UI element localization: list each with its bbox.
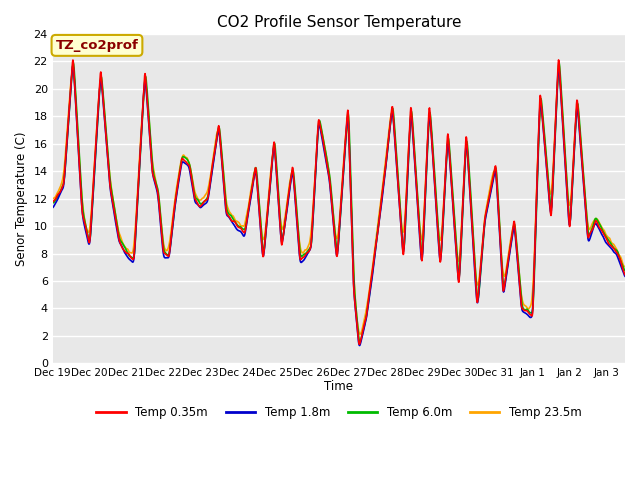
Temp 6.0m bbox=[292, 196, 300, 202]
Temp 1.8m bbox=[356, 343, 364, 348]
Temp 1.8m bbox=[304, 251, 312, 256]
Temp 6.0m bbox=[116, 238, 124, 244]
Temp 0.35m bbox=[93, 124, 100, 130]
Temp 1.8m bbox=[292, 206, 300, 212]
Temp 6.0m bbox=[356, 339, 364, 345]
Line: Temp 0.35m: Temp 0.35m bbox=[52, 60, 625, 344]
Temp 6.0m bbox=[304, 248, 312, 254]
Line: Temp 6.0m: Temp 6.0m bbox=[52, 63, 625, 342]
Temp 23.5m bbox=[356, 331, 364, 337]
Temp 23.5m bbox=[304, 244, 312, 250]
Temp 23.5m bbox=[314, 128, 322, 134]
Temp 1.8m bbox=[49, 205, 56, 211]
X-axis label: Time: Time bbox=[324, 380, 353, 393]
Temp 23.5m bbox=[49, 196, 56, 202]
Temp 0.35m bbox=[314, 130, 321, 135]
Temp 6.0m bbox=[621, 268, 629, 274]
Temp 1.8m bbox=[69, 63, 77, 69]
Temp 1.8m bbox=[621, 273, 629, 279]
Temp 0.35m bbox=[303, 250, 311, 255]
Text: TZ_co2prof: TZ_co2prof bbox=[56, 39, 138, 52]
Y-axis label: Senor Temperature (C): Senor Temperature (C) bbox=[15, 132, 28, 266]
Title: CO2 Profile Sensor Temperature: CO2 Profile Sensor Temperature bbox=[216, 15, 461, 30]
Temp 23.5m bbox=[375, 212, 383, 217]
Temp 0.35m bbox=[555, 57, 563, 63]
Temp 0.35m bbox=[621, 272, 629, 277]
Temp 6.0m bbox=[314, 128, 322, 134]
Temp 1.8m bbox=[93, 121, 101, 127]
Temp 6.0m bbox=[70, 60, 77, 66]
Temp 1.8m bbox=[375, 219, 383, 225]
Temp 6.0m bbox=[93, 122, 101, 128]
Temp 0.35m bbox=[355, 341, 363, 347]
Temp 0.35m bbox=[49, 199, 56, 205]
Temp 0.35m bbox=[375, 221, 383, 227]
Temp 23.5m bbox=[93, 116, 101, 121]
Temp 23.5m bbox=[116, 234, 124, 240]
Legend: Temp 0.35m, Temp 1.8m, Temp 6.0m, Temp 23.5m: Temp 0.35m, Temp 1.8m, Temp 6.0m, Temp 2… bbox=[92, 401, 586, 423]
Temp 23.5m bbox=[69, 69, 77, 75]
Temp 0.35m bbox=[292, 198, 300, 204]
Temp 1.8m bbox=[314, 128, 322, 133]
Temp 23.5m bbox=[292, 200, 300, 205]
Temp 0.35m bbox=[116, 240, 124, 246]
Temp 1.8m bbox=[116, 241, 124, 247]
Temp 6.0m bbox=[375, 217, 383, 223]
Line: Temp 23.5m: Temp 23.5m bbox=[52, 72, 625, 334]
Temp 6.0m bbox=[49, 200, 56, 206]
Line: Temp 1.8m: Temp 1.8m bbox=[52, 66, 625, 346]
Temp 23.5m bbox=[621, 264, 629, 269]
